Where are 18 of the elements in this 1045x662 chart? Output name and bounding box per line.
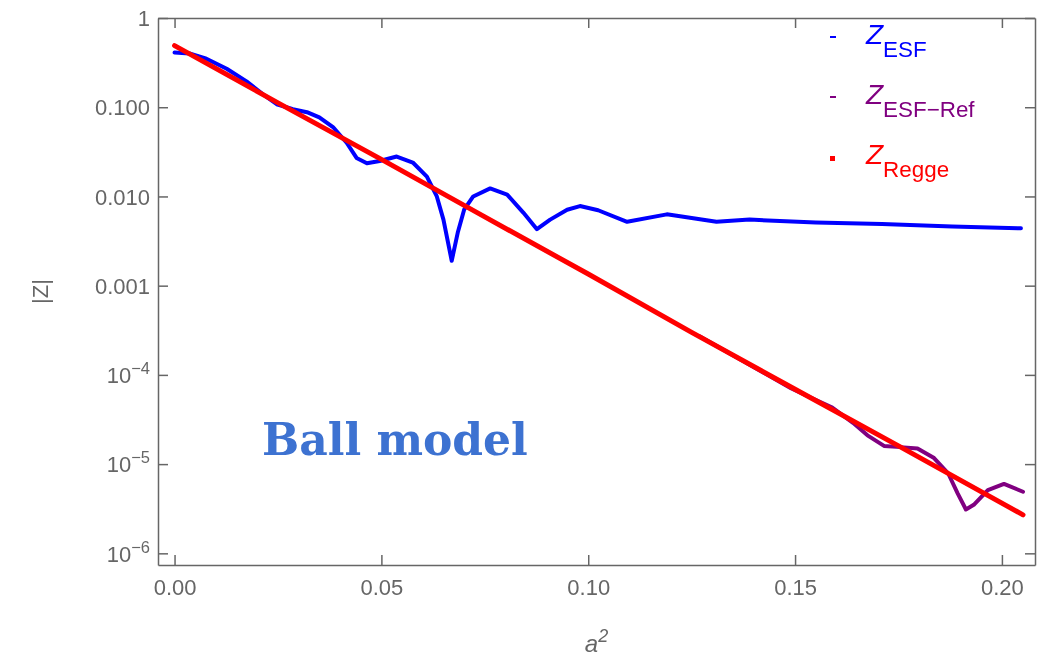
y-tick-label: 0.100 — [94, 95, 150, 121]
annotation: Ball model — [262, 414, 528, 465]
y-tick-label: 0.010 — [94, 184, 150, 210]
y-tick-label: 1 — [137, 6, 150, 32]
x-tick-label: 0.00 — [153, 574, 197, 600]
x-tick-label: 0.05 — [360, 574, 404, 600]
x-tick-label: 0.10 — [567, 574, 611, 600]
legend-label: Z$_{Regge}$ — [865, 139, 950, 182]
x-tick-label: 0.15 — [774, 574, 817, 600]
y-axis-title: |Z| — [28, 279, 53, 304]
x-axis-title: a$^{2}$ — [584, 626, 609, 657]
y-tick-label: 10$^{−5}$ — [106, 448, 150, 478]
y-tick-label: 0.001 — [94, 273, 150, 299]
y-tick-label: 10$^{−4}$ — [106, 359, 150, 389]
legend-label: Z$_{ESF}$ — [865, 19, 927, 62]
x-tick-label: 0.20 — [980, 574, 1024, 600]
y-tick-label: 10$^{−6}$ — [106, 537, 150, 567]
legend-label: Z$_{ESF−Ref}$ — [865, 79, 976, 122]
